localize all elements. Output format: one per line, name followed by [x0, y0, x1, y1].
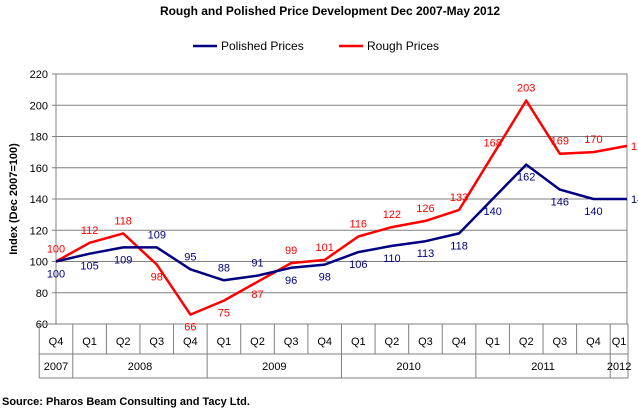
x-year-label: 2009	[262, 361, 286, 373]
data-label: 113	[417, 248, 435, 260]
gridlines	[56, 73, 627, 325]
data-label: 109	[114, 254, 132, 266]
x-tick-label: Q3	[552, 336, 567, 348]
y-tick-label: 220	[30, 69, 48, 81]
x-tick-label: Q3	[284, 336, 299, 348]
series-line	[55, 163, 627, 282]
data-label: 100	[47, 244, 65, 256]
y-tick-label: 120	[30, 225, 48, 237]
data-label: 168	[483, 137, 501, 149]
x-axis-table: 2007 2008 2009 2010 2011 2012 Q4 Q1 Q2 Q3 Q4 Q1 Q2 Q3…	[38, 323, 631, 379]
data-label: 118	[450, 240, 468, 252]
x-tick-label: Q1	[612, 336, 627, 348]
data-label: 170	[584, 134, 602, 146]
data-label: 122	[383, 209, 401, 221]
source-note: Source: Pharos Beam Consulting and Tacy …	[2, 396, 250, 408]
x-tick-label: Q1	[82, 336, 97, 348]
x-tick-label: Q3	[418, 336, 433, 348]
x-year-label: 2010	[396, 361, 420, 373]
series-line	[55, 99, 628, 316]
data-label: 101	[316, 242, 334, 254]
y-tick-label: 100	[30, 257, 48, 269]
y-tick-label: 140	[30, 194, 48, 206]
data-label: 95	[184, 251, 196, 263]
data-label: 140	[584, 206, 602, 218]
legend-label: Rough Prices	[367, 39, 439, 53]
y-tick-label: 200	[30, 100, 48, 112]
data-label: 106	[349, 259, 367, 271]
x-tick-label: Q3	[149, 336, 164, 348]
data-label: 110	[383, 253, 401, 265]
data-label: 146	[551, 197, 569, 209]
x-year-label: 2012	[607, 361, 631, 373]
x-tick-label: Q1	[485, 336, 500, 348]
x-tick-label: Q1	[351, 336, 366, 348]
y-tick-label: 160	[30, 163, 48, 175]
data-label: 98	[319, 272, 331, 284]
data-label: 116	[350, 219, 368, 231]
data-label: 203	[517, 83, 535, 95]
data-label: 174	[631, 141, 638, 153]
legend-label: Polished Prices	[221, 39, 304, 53]
data-label: 140	[483, 206, 501, 218]
data-label: 169	[551, 136, 569, 148]
data-label: 100	[47, 269, 65, 281]
data-label: 126	[416, 203, 434, 215]
x-tick-label: Q1	[217, 336, 232, 348]
x-tick-label: Q4	[452, 336, 467, 348]
data-label: 98	[151, 272, 163, 284]
y-axis-label: Index (Dec 2007=100)	[8, 143, 20, 255]
data-label: 109	[148, 229, 166, 241]
x-tick-label: Q4	[49, 336, 64, 348]
series-lines	[55, 99, 628, 316]
y-tick-label: 60	[36, 319, 48, 331]
x-tick-label: Q2	[385, 336, 400, 348]
data-label: 99	[285, 245, 297, 257]
data-labels: 100 105 109 109 95 88 91 96 98 106 110 113 118 140 162…	[47, 83, 638, 334]
data-label: 112	[81, 225, 99, 237]
x-tick-label: Q2	[250, 336, 265, 348]
data-label: 88	[218, 262, 230, 274]
x-tick-label: Q4	[183, 336, 198, 348]
x-tick-label: Q4	[586, 336, 601, 348]
y-tick-label: 180	[30, 132, 48, 144]
data-label: 118	[114, 215, 132, 227]
data-label: 87	[251, 289, 263, 301]
data-label: 66	[184, 322, 196, 334]
x-year-label: 2008	[128, 361, 152, 373]
x-year-label: 2007	[44, 361, 68, 373]
data-label: 162	[517, 172, 535, 184]
data-label: 91	[251, 258, 263, 270]
x-tick-label: Q2	[116, 336, 131, 348]
data-label: 105	[80, 261, 98, 273]
data-label: 140	[631, 194, 638, 206]
chart-title: Rough and Polished Price Development Dec…	[160, 4, 500, 18]
x-tick-label: Q4	[317, 336, 332, 348]
data-label: 75	[218, 308, 230, 320]
y-axis: 60 80 100 120 140 160 180 200 220	[30, 69, 56, 331]
x-tick-label: Q2	[519, 336, 534, 348]
y-tick-label: 80	[36, 288, 48, 300]
data-label: 96	[285, 275, 297, 287]
data-label: 133	[450, 192, 468, 204]
x-year-label: 2011	[531, 361, 555, 373]
legend: Polished Prices Rough Prices	[193, 39, 439, 53]
